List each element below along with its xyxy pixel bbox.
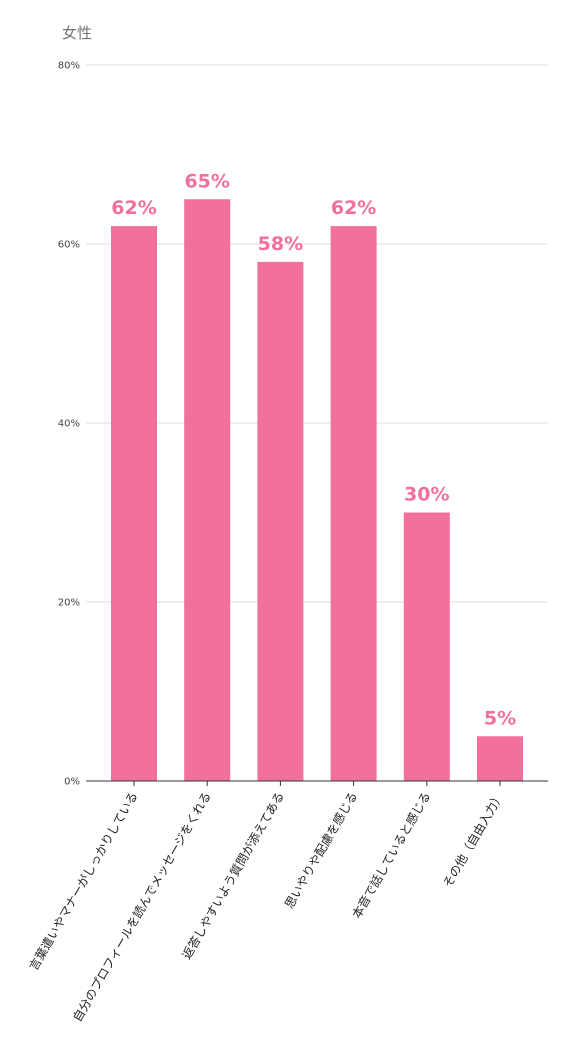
- bar-value-label: 65%: [184, 170, 229, 192]
- bars: [111, 199, 523, 782]
- y-tick-label: 0%: [64, 777, 80, 788]
- y-tick-label: 60%: [58, 240, 80, 251]
- x-category-label: 本音で話していると感じる: [349, 789, 434, 921]
- bar: [330, 226, 377, 782]
- x-category-label: その他（自由入力）: [440, 790, 506, 891]
- bar-value-label: 30%: [404, 484, 449, 506]
- bar: [257, 261, 304, 781]
- bar-value-label: 5%: [484, 707, 516, 729]
- chart-title: 女性: [62, 24, 93, 42]
- y-tick-label: 80%: [58, 61, 80, 72]
- gridlines: 0% 20% 40% 60% 80%: [58, 61, 548, 788]
- bar: [477, 736, 523, 781]
- bar-value-label: 62%: [331, 197, 376, 219]
- bar: [403, 512, 450, 781]
- x-axis: 言葉遣いやマナーがしっかりしている自分のプロフィールを読んでメッセージをくれる返…: [26, 780, 548, 1024]
- bar: [111, 226, 157, 782]
- x-category-label: 思いやりや配慮を感じる: [281, 789, 360, 911]
- y-tick-label: 20%: [58, 598, 80, 609]
- data-labels: 62% 65% 58% 62% 30% 5%: [111, 170, 516, 729]
- bar-value-label: 62%: [111, 197, 156, 219]
- x-category-label: 自分のプロフィールを読んでメッセージをくれる: [69, 789, 213, 1024]
- bar: [184, 199, 231, 781]
- bar-value-label: 58%: [258, 233, 303, 255]
- y-tick-label: 40%: [58, 419, 80, 430]
